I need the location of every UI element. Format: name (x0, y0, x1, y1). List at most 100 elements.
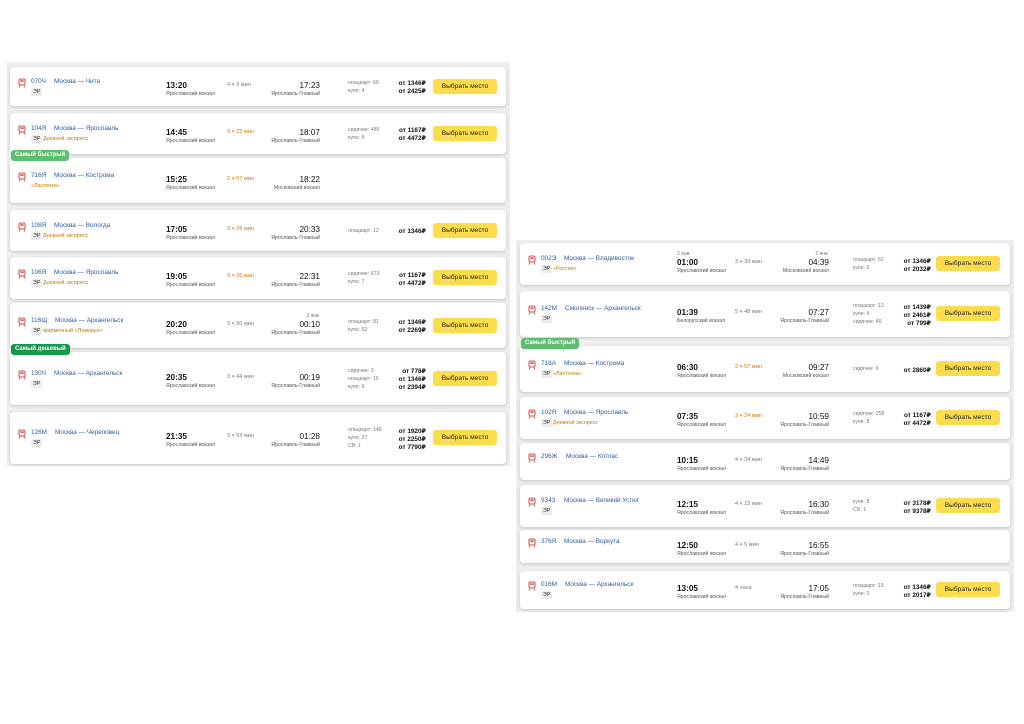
arrival-station: Ярославль-Главный (780, 550, 829, 557)
departure-station: Ярославский вокзал (166, 90, 216, 97)
departure-station: Ярославский вокзал (677, 268, 727, 274)
train-number-link[interactable]: 142М (541, 305, 557, 312)
choose-seat-button[interactable]: Выбрать место (936, 361, 1000, 376)
departure-station: Белорусский вокзал (677, 318, 726, 324)
train-icon (18, 124, 26, 135)
choose-seat-button[interactable]: Выбрать место (936, 582, 1000, 597)
train-icon (18, 269, 26, 279)
arrival-station: Ярославль-Главный (271, 282, 320, 288)
departure-time: 10:15 (677, 455, 698, 465)
train-route-link[interactable]: Москва — Архангельск (565, 581, 634, 588)
train-icon (18, 429, 26, 439)
train-card: Самый дешевый 130Ч Москва — Архангельск ЭР 2… (10, 344, 506, 405)
arrival-date: 3 янв. (306, 312, 320, 319)
train-route-link[interactable]: Москва — Кострома (564, 360, 625, 367)
train-route-link[interactable]: Москва — Архангельск (54, 369, 123, 377)
train-number-link[interactable]: 376Я (541, 537, 557, 545)
train-card: 106Я Москва — Ярославль ЭР Дневной экспресс… (10, 257, 506, 299)
price-from: от 2860₽ (903, 366, 931, 374)
train-route-link[interactable]: Москва — Ярославль (54, 269, 119, 276)
departure-station: Ярославский вокзал (166, 234, 216, 241)
train-number-link[interactable]: 106Я (31, 269, 47, 276)
train-number-link[interactable]: 130Ч (31, 369, 46, 377)
choose-seat-button[interactable]: Выбрать место (936, 498, 1000, 513)
train-route-link[interactable]: Москва — Великий Устюг (564, 497, 640, 504)
train-number-link[interactable]: 934З (541, 497, 556, 504)
arrival-time: 07:27 (808, 308, 830, 317)
arrival-station: Ярославль-Главный (780, 510, 829, 516)
departure-station: Ярославский вокзал (677, 373, 727, 379)
seat-class-availability: сидячие: 673 (348, 271, 380, 277)
train-number-link[interactable]: 126М (31, 429, 47, 436)
departure-time: 20:20 (166, 319, 187, 329)
seat-class-availability: сидячие: 258 (853, 411, 885, 417)
train-route-link[interactable]: Смоленск — Архангельск (565, 305, 641, 312)
train-route-link[interactable]: Москва — Кострома (54, 171, 115, 179)
train-number-link[interactable]: 102Я (541, 409, 557, 416)
trip-duration: 5 ч 48 мин (735, 309, 762, 315)
train-card: 116Щ Москва — Архангельск ЭР фирменный «Пом… (10, 303, 506, 348)
choose-seat-button[interactable]: Выбрать место (936, 256, 1000, 271)
trip-duration: 3 ч 26 мин (227, 273, 254, 279)
fastest-badge: Самый быстрый (521, 338, 580, 349)
train-number-link[interactable]: 016М (541, 581, 557, 588)
train-route-link[interactable]: Москва — Владивосток (564, 255, 634, 262)
electronic-registration-tag: ЭР (541, 315, 553, 323)
train-card: 002Э Москва — Владивосток ЭР «Россия» 2 янв.… (520, 243, 1010, 285)
train-number-link[interactable]: 104Я (31, 124, 47, 132)
train-number-link[interactable]: 108Я (31, 221, 47, 229)
train-icon (528, 305, 536, 315)
choose-seat-button[interactable]: Выбрать место (433, 370, 497, 386)
price-from: от 2394₽ (398, 384, 426, 391)
choose-seat-button[interactable]: Выбрать место (433, 430, 497, 445)
train-card: 296Ж Москва — Котлас 10:15 Ярославский вокз… (520, 443, 1010, 480)
train-card: Самый быстрый 716Я Москва — Кострома «Ласто… (10, 150, 506, 203)
train-card: 070Ч Москва — Чита ЭР 13:20 Ярославский вокз… (10, 67, 506, 106)
choose-seat-button[interactable]: Выбрать место (936, 410, 1000, 425)
train-icon (18, 171, 26, 182)
electronic-registration-tag: ЭР (31, 231, 43, 240)
arrival-station: Ярославль-Главный (780, 465, 829, 472)
train-number-link[interactable]: 070Ч (31, 77, 46, 85)
price-from: от 1167₽ (399, 271, 426, 279)
train-number-link[interactable]: 002Э (541, 255, 557, 262)
arrival-time: 04:39 (808, 258, 830, 267)
train-icon (528, 537, 536, 548)
train-brand-name: фирменный «Поморье» (43, 327, 103, 334)
arrival-station: Ярославль-Главный (780, 594, 829, 600)
electronic-registration-tag: ЭР (31, 439, 43, 447)
train-route-link[interactable]: Москва — Череповец (55, 429, 120, 436)
train-number-link[interactable]: 716Я (31, 171, 47, 179)
train-route-link[interactable]: Москва — Ярославль (54, 124, 119, 132)
train-card: Самый быстрый 718А Москва — Кострома ЭР «Лас… (520, 338, 1010, 392)
seat-class-availability: сидячие: 485 (348, 126, 380, 133)
choose-seat-button[interactable]: Выбрать место (936, 306, 1000, 321)
departure-time: 12:50 (677, 540, 698, 550)
price-from: от 1346₽ (398, 80, 426, 87)
departure-time: 14:45 (166, 127, 187, 137)
train-number-link[interactable]: 718А (541, 360, 556, 367)
choose-seat-button[interactable]: Выбрать место (433, 222, 497, 238)
train-number-link[interactable]: 296Ж (541, 452, 558, 460)
seat-class-availability: плацкарт: 16 (348, 375, 379, 382)
train-route-link[interactable]: Москва — Ярославль (564, 409, 629, 416)
train-brand-name: Дневной экспресс (43, 232, 89, 239)
train-route-link[interactable]: Москва — Чита (54, 77, 100, 85)
train-route-link[interactable]: Москва — Воркута (564, 537, 620, 545)
train-route-link[interactable]: Москва — Котлас (566, 452, 619, 460)
departure-station: Ярославский вокзал (166, 137, 216, 144)
trip-duration: 3 ч 24 мин (735, 413, 762, 419)
choose-seat-button[interactable]: Выбрать место (433, 78, 497, 94)
electronic-registration-tag: ЭР (541, 591, 553, 599)
train-brand-name: «Россия» (553, 266, 577, 272)
seat-class-availability: купе: 9 (348, 383, 365, 390)
train-brand-name: Дневной экспресс (43, 280, 89, 286)
choose-seat-button[interactable]: Выбрать место (433, 270, 497, 285)
seat-class-availability: купе: 8 (348, 134, 365, 141)
train-route-link[interactable]: Москва — Вологда (54, 221, 111, 229)
train-number-link[interactable]: 116Щ (31, 316, 48, 324)
train-route-link[interactable]: Москва — Архангельск (55, 316, 124, 324)
choose-seat-button[interactable]: Выбрать место (433, 317, 497, 333)
trip-duration: 3 ч 28 мин (227, 225, 254, 232)
choose-seat-button[interactable]: Выбрать место (433, 125, 497, 141)
